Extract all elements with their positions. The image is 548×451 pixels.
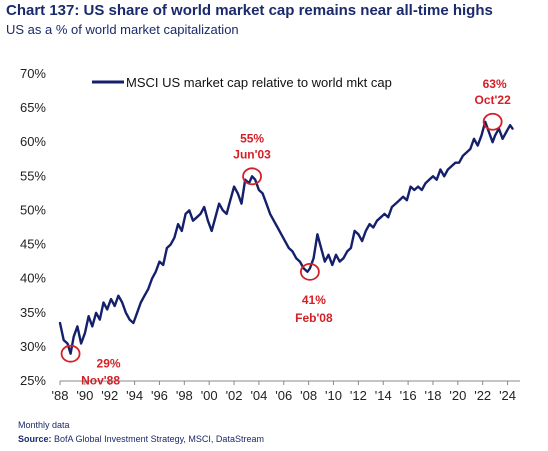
x-tick-label: '98 <box>176 388 193 403</box>
annotation-circle <box>482 112 503 131</box>
source-text: BofA Global Investment Strategy, MSCI, D… <box>54 434 264 444</box>
annotation-circle <box>60 344 81 363</box>
annotation-date-label: Nov'88 <box>81 374 120 388</box>
x-tick-label: '08 <box>300 388 317 403</box>
y-tick-label: 60% <box>20 134 46 149</box>
x-tick-label: '16 <box>400 388 417 403</box>
annotation-date-label: Feb'08 <box>295 311 333 325</box>
y-tick-label: 25% <box>20 373 46 388</box>
y-tick-label: 50% <box>20 202 46 217</box>
x-axis <box>59 380 520 385</box>
footnote-monthly-data: Monthly data <box>18 420 70 430</box>
x-tick-label: '02 <box>226 388 243 403</box>
chart-subtitle: US as a % of world market capitalization <box>6 22 239 37</box>
x-tick-label: '90 <box>76 388 93 403</box>
x-axis-tick-labels: '88 '90 '92 '94 '96 '98 '00 '02 '04 '06 '08 '10 '12 '… <box>52 388 517 403</box>
x-tick-label: '06 <box>275 388 292 403</box>
x-tick-label: '18 <box>424 388 441 403</box>
x-tick-label: '96 <box>151 388 168 403</box>
annotations: 29% Nov'88 55% Jun'03 41% Feb'08 63% Oct'22 <box>60 77 512 388</box>
x-tick-label: '04 <box>250 388 267 403</box>
annotation-value-label: 41% <box>302 293 326 307</box>
x-tick-label: '88 <box>52 388 69 403</box>
x-tick-label: '22 <box>474 388 491 403</box>
series-group <box>58 120 514 355</box>
y-tick-label: 40% <box>20 271 46 286</box>
annotation-value-label: 29% <box>97 357 121 371</box>
chart-title: Chart 137: US share of world market cap … <box>6 2 493 19</box>
annotation-date-label: Jun'03 <box>233 147 271 161</box>
y-tick-label: 70% <box>20 66 46 81</box>
legend-label: MSCI US market cap relative to world mkt… <box>126 75 392 90</box>
y-tick-label: 55% <box>20 168 46 183</box>
x-tick-label: '92 <box>101 388 118 403</box>
annotation-value-label: 55% <box>240 131 264 145</box>
legend: MSCI US market cap relative to world mkt… <box>92 75 392 90</box>
annotation-date-label: Oct'22 <box>475 93 512 107</box>
footnote-source: Source: BofA Global Investment Strategy,… <box>18 434 264 444</box>
annotation-value-label: 63% <box>483 77 507 91</box>
x-tick-label: '12 <box>350 388 367 403</box>
y-tick-label: 30% <box>20 339 46 354</box>
x-tick-label: '20 <box>449 388 466 403</box>
y-axis-tick-labels: 25% 30% 35% 40% 45% 50% 55% 60% 65% 70% <box>20 66 46 388</box>
y-tick-label: 35% <box>20 305 46 320</box>
y-tick-label: 65% <box>20 100 46 115</box>
series-line <box>58 120 514 355</box>
x-tick-label: '94 <box>126 388 143 403</box>
annotation-circle <box>299 262 320 281</box>
x-tick-label: '14 <box>375 388 392 403</box>
x-tick-label: '00 <box>201 388 218 403</box>
y-tick-label: 45% <box>20 237 46 252</box>
source-label: Source: <box>18 434 52 444</box>
x-tick-label: '10 <box>325 388 342 403</box>
x-tick-label: '24 <box>499 388 516 403</box>
annotation-circle <box>242 167 262 186</box>
